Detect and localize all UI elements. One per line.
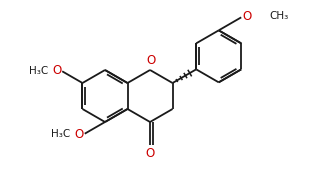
Text: O: O (52, 64, 61, 77)
Text: H₃C: H₃C (51, 129, 71, 139)
Text: CH₃: CH₃ (270, 11, 289, 21)
Text: O: O (146, 147, 155, 160)
Text: O: O (146, 54, 156, 67)
Text: O: O (242, 10, 251, 23)
Text: O: O (74, 128, 84, 141)
Text: H₃C: H₃C (29, 66, 48, 76)
